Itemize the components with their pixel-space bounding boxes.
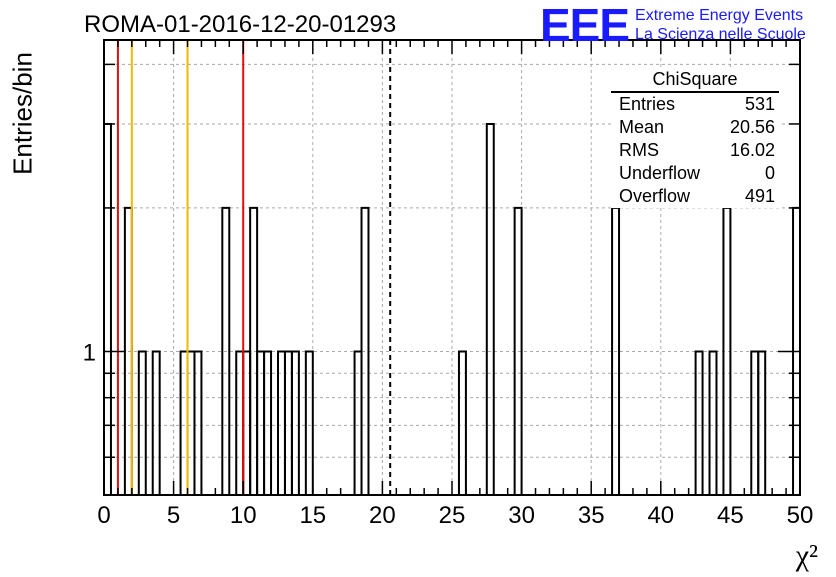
eee-logo: EEE Extreme Energy Events La Scienza nel… bbox=[540, 2, 806, 48]
histogram-bin bbox=[137, 350, 147, 495]
stats-box: ChiSquare Entries 531 Mean 20.56 RMS 16.… bbox=[611, 68, 779, 208]
logo-line-2: La Scienza nelle Scuole bbox=[635, 26, 806, 43]
logo-mark: EEE bbox=[540, 0, 630, 51]
histogram-bin bbox=[757, 350, 767, 495]
logo-line-1: Extreme Energy Events bbox=[635, 7, 804, 24]
stats-value: 16.02 bbox=[729, 140, 775, 160]
stats-value: 491 bbox=[744, 186, 775, 206]
histogram-bin bbox=[151, 350, 161, 495]
histogram-bin bbox=[304, 350, 314, 495]
histogram-bin bbox=[221, 206, 231, 495]
stats-row-overflow: Overflow 491 bbox=[611, 185, 779, 208]
y-axis-label: Entries/bin bbox=[7, 52, 38, 175]
histogram-bin bbox=[513, 206, 523, 495]
stats-title: ChiSquare bbox=[611, 68, 779, 93]
x-axis-label: χ² bbox=[795, 539, 818, 572]
x-tick-label: 0 bbox=[97, 502, 110, 529]
stats-label: Mean bbox=[619, 117, 665, 137]
x-tick-label: 25 bbox=[439, 502, 466, 529]
histogram-bin bbox=[694, 350, 704, 495]
stats-row-entries: Entries 531 bbox=[611, 93, 779, 116]
x-tick-label: 45 bbox=[717, 502, 744, 529]
stats-row-rms: RMS 16.02 bbox=[611, 139, 779, 162]
histogram-bin bbox=[457, 350, 467, 495]
x-tick-label: 35 bbox=[578, 502, 605, 529]
stats-row-mean: Mean 20.56 bbox=[611, 116, 779, 139]
stats-row-underflow: Underflow 0 bbox=[611, 162, 779, 185]
x-tick-label: 5 bbox=[167, 502, 180, 529]
x-tick-label: 20 bbox=[369, 502, 396, 529]
histogram-bin bbox=[708, 350, 718, 495]
y-tick-label: 1 bbox=[83, 339, 96, 366]
x-tick-label: 10 bbox=[230, 502, 257, 529]
histogram-bin bbox=[193, 350, 203, 495]
histogram-bin bbox=[263, 350, 273, 495]
chart-title: ROMA-01-2016-12-20-01293 bbox=[84, 11, 397, 38]
x-tick-label: 40 bbox=[647, 502, 674, 529]
x-tick-label: 30 bbox=[508, 502, 535, 529]
stats-value: 531 bbox=[744, 94, 775, 114]
stats-label: RMS bbox=[619, 140, 659, 160]
stats-label: Underflow bbox=[619, 163, 701, 183]
stats-value: 0 bbox=[764, 163, 775, 183]
stats-value: 20.56 bbox=[729, 117, 775, 137]
histogram-bin bbox=[360, 206, 370, 495]
x-tick-label: 50 bbox=[787, 502, 814, 529]
logo-text: Extreme Energy Events La Scienza nelle S… bbox=[635, 6, 806, 44]
x-tick-label: 15 bbox=[299, 502, 326, 529]
stats-label: Overflow bbox=[619, 186, 691, 206]
stats-label: Entries bbox=[619, 94, 676, 114]
histogram-bin bbox=[103, 122, 112, 495]
histogram-bin bbox=[485, 122, 495, 495]
histogram-bin bbox=[290, 350, 300, 495]
